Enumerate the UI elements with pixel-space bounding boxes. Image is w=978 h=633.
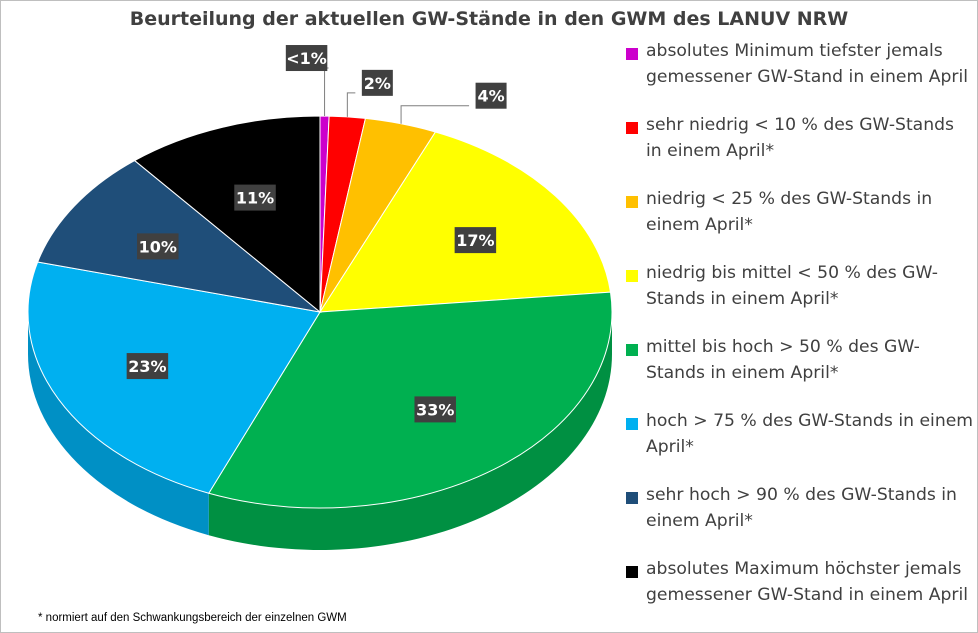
data-label-5: 33% xyxy=(416,400,454,419)
legend-swatch xyxy=(626,492,638,504)
legend-label: mittel bis hoch > 50 % des GW-Stands in … xyxy=(646,337,920,383)
legend-swatch xyxy=(626,122,638,134)
chart-title: Beurteilung der aktuellen GW-Stände in d… xyxy=(129,8,849,30)
data-label-box-4 xyxy=(454,227,497,254)
legend-swatch xyxy=(626,418,638,430)
legend-item-6: hoch > 75 % des GW-Stands in einem April… xyxy=(624,408,974,482)
legend-item-5: mittel bis hoch > 50 % des GW-Stands in … xyxy=(624,334,974,408)
legend-swatch xyxy=(626,344,638,356)
data-label-1: <1% xyxy=(286,49,327,68)
legend-label: niedrig bis mittel < 50 % des GW-Stands … xyxy=(646,263,938,309)
leader-line-3 xyxy=(400,105,470,124)
data-label-2: 2% xyxy=(364,74,391,93)
legend-item-3: niedrig < 25 % des GW-Stands in einem Ap… xyxy=(624,186,974,260)
pie-side-6 xyxy=(28,312,209,536)
data-label-3: 4% xyxy=(477,87,504,106)
data-label-box-5 xyxy=(414,396,456,423)
pie-slice-8 xyxy=(133,115,321,314)
data-label-6: 23% xyxy=(128,357,166,376)
footnote: * normiert auf den Schwankungsbereich de… xyxy=(38,612,347,624)
legend: absolutes Minimum tiefster jemals gemess… xyxy=(624,38,974,630)
legend-label: sehr niedrig < 10 % des GW-Stands in ein… xyxy=(646,115,954,161)
pie-slice-7 xyxy=(36,159,322,313)
data-label-box-8 xyxy=(234,184,276,211)
legend-swatch xyxy=(626,566,638,578)
pie-slice-5 xyxy=(208,291,613,509)
data-label-box-7 xyxy=(137,233,179,260)
data-label-7: 10% xyxy=(139,237,177,256)
leader-line-1 xyxy=(324,67,329,117)
data-label-box-2 xyxy=(361,69,393,96)
data-label-8: 11% xyxy=(236,189,274,208)
legend-item-7: sehr hoch > 90 % des GW-Stands in einem … xyxy=(624,482,974,556)
legend-item-1: absolutes Minimum tiefster jemals gemess… xyxy=(624,38,974,112)
legend-item-4: niedrig bis mittel < 50 % des GW-Stands … xyxy=(624,260,974,334)
data-label-box-3 xyxy=(475,82,507,109)
legend-swatch xyxy=(626,48,638,60)
legend-swatch xyxy=(626,196,638,208)
legend-label: absolutes Minimum tiefster jemals gemess… xyxy=(646,41,968,87)
data-label-box-1 xyxy=(285,45,328,72)
pie-slice-6 xyxy=(27,261,321,494)
leader-line-2 xyxy=(346,92,356,117)
data-label-box-6 xyxy=(126,353,169,380)
legend-item-2: sehr niedrig < 10 % des GW-Stands in ein… xyxy=(624,112,974,186)
legend-swatch xyxy=(626,270,638,282)
legend-label: niedrig < 25 % des GW-Stands in einem Ap… xyxy=(646,189,933,235)
pie-slice-4 xyxy=(319,131,612,313)
pie-side-5 xyxy=(208,312,613,550)
data-label-4: 17% xyxy=(456,231,494,250)
legend-label: hoch > 75 % des GW-Stands in einem April… xyxy=(646,411,974,457)
legend-item-8: absolutes Maximum höchster jemals gemess… xyxy=(624,556,974,630)
legend-label: sehr hoch > 90 % des GW-Stands in einem … xyxy=(646,485,957,531)
legend-label: absolutes Maximum höchster jemals gemess… xyxy=(646,559,968,605)
